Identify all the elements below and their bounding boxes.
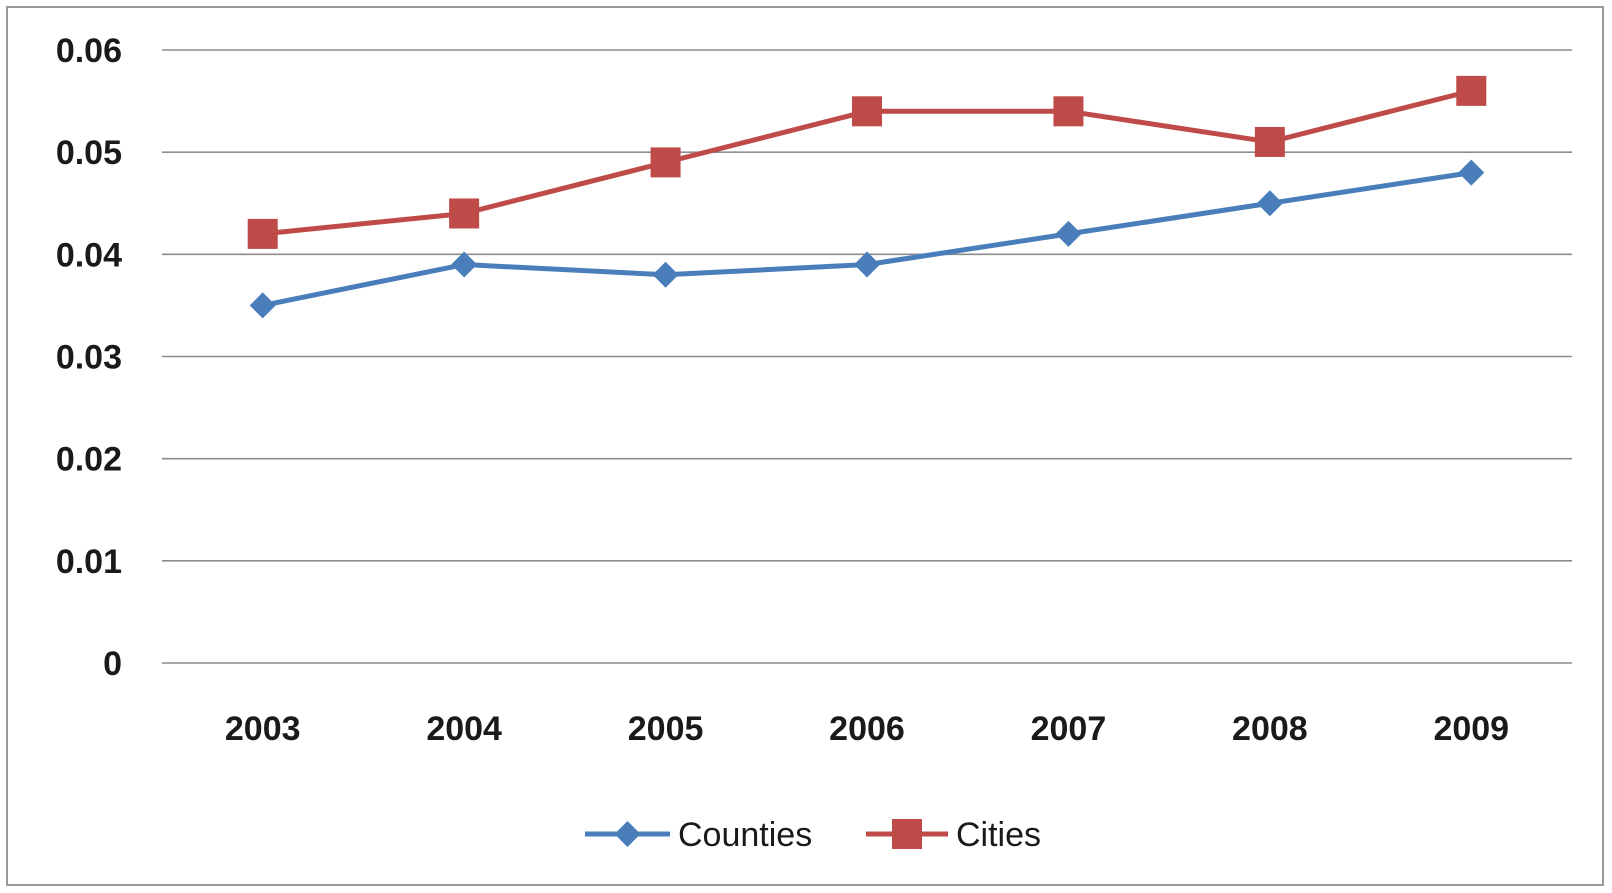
series-line-counties bbox=[262, 170, 1472, 308]
y-tick-label: 0.05 bbox=[56, 134, 122, 172]
y-tick-label: 0 bbox=[103, 645, 122, 683]
x-tick-label: 2003 bbox=[225, 710, 301, 748]
y-tick-label: 0.02 bbox=[56, 441, 122, 479]
legend-label: Cities bbox=[956, 816, 1041, 854]
series-counties bbox=[249, 159, 1485, 319]
x-tick-label: 2007 bbox=[1031, 710, 1107, 748]
data-point-cities bbox=[1053, 96, 1084, 127]
data-point-cities bbox=[1456, 75, 1487, 106]
legend-label: Counties bbox=[678, 816, 812, 854]
legend-marker-square-icon bbox=[892, 819, 922, 849]
data-point-cities bbox=[449, 198, 480, 229]
x-tick-label: 2008 bbox=[1232, 710, 1308, 748]
legend: Counties Cities bbox=[585, 816, 1041, 854]
data-point-counties bbox=[451, 251, 478, 278]
x-tick-label: 2009 bbox=[1433, 710, 1509, 748]
y-tick-label: 0.04 bbox=[56, 236, 122, 274]
legend-item-counties: Counties bbox=[585, 816, 812, 854]
x-tick-label: 2005 bbox=[628, 710, 704, 748]
y-tick-label: 0.01 bbox=[56, 543, 122, 581]
x-axis-ticks: 2003 2004 2005 2006 2007 2008 2009 bbox=[225, 710, 1509, 748]
x-tick-label: 2004 bbox=[426, 710, 502, 748]
data-point-cities bbox=[650, 147, 681, 178]
series-lines bbox=[247, 75, 1487, 319]
data-point-cities bbox=[1254, 126, 1285, 157]
legend-item-cities: Cities bbox=[866, 816, 1041, 854]
data-point-counties bbox=[854, 251, 880, 278]
data-point-counties bbox=[1055, 220, 1082, 247]
data-point-cities bbox=[247, 218, 278, 249]
data-point-counties bbox=[249, 292, 276, 319]
data-point-counties bbox=[652, 261, 679, 288]
y-tick-label: 0.06 bbox=[56, 32, 122, 70]
gridlines bbox=[162, 49, 1572, 664]
x-tick-label: 2006 bbox=[829, 710, 905, 748]
y-axis-ticks: 0 0.01 0.02 0.03 0.04 0.05 0.06 bbox=[56, 32, 122, 683]
legend-marker-diamond-icon bbox=[614, 821, 641, 847]
series-cities bbox=[247, 75, 1487, 249]
data-point-counties bbox=[1256, 190, 1283, 217]
data-point-counties bbox=[1458, 159, 1485, 186]
y-tick-label: 0.03 bbox=[56, 339, 122, 377]
data-point-cities bbox=[852, 96, 882, 127]
